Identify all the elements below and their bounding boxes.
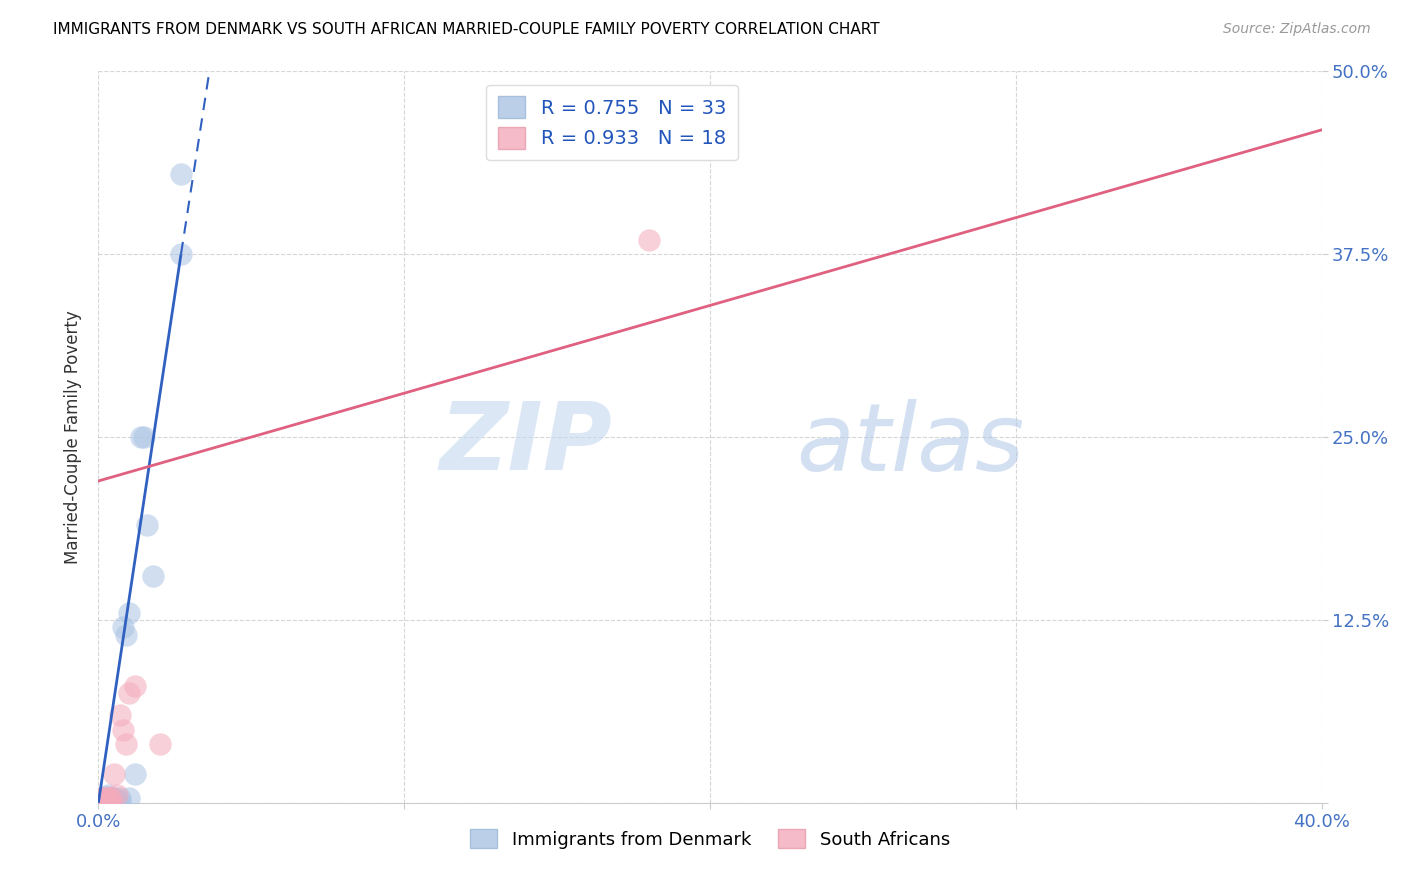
Point bbox=[118, 606, 141, 620]
Point bbox=[108, 794, 131, 808]
Point bbox=[105, 793, 128, 807]
Point bbox=[170, 167, 193, 181]
Point bbox=[103, 793, 125, 807]
Point bbox=[136, 517, 159, 532]
Point bbox=[89, 794, 111, 808]
Point bbox=[134, 430, 156, 444]
Point bbox=[115, 737, 138, 751]
Point bbox=[103, 766, 125, 780]
Point bbox=[149, 737, 172, 751]
Text: IMMIGRANTS FROM DENMARK VS SOUTH AFRICAN MARRIED-COUPLE FAMILY POVERTY CORRELATI: IMMIGRANTS FROM DENMARK VS SOUTH AFRICAN… bbox=[53, 22, 880, 37]
Point bbox=[100, 791, 122, 805]
Point bbox=[89, 794, 111, 808]
Text: ZIP: ZIP bbox=[439, 399, 612, 491]
Point bbox=[91, 793, 114, 807]
Point bbox=[118, 791, 141, 805]
Point bbox=[103, 791, 125, 805]
Point bbox=[124, 679, 146, 693]
Point bbox=[115, 627, 138, 641]
Point bbox=[105, 794, 128, 808]
Point bbox=[97, 789, 120, 803]
Point bbox=[100, 794, 122, 808]
Point bbox=[93, 794, 115, 808]
Point bbox=[97, 789, 120, 804]
Point bbox=[97, 793, 120, 807]
Point bbox=[103, 794, 125, 808]
Point bbox=[93, 793, 115, 807]
Point bbox=[108, 708, 131, 723]
Point bbox=[93, 791, 115, 805]
Point bbox=[90, 791, 112, 805]
Point bbox=[90, 794, 112, 808]
Point bbox=[637, 233, 661, 247]
Point bbox=[118, 686, 141, 700]
Point bbox=[111, 723, 134, 737]
Point bbox=[97, 793, 120, 807]
Point bbox=[100, 794, 122, 808]
Point bbox=[129, 430, 152, 444]
Point bbox=[90, 793, 112, 807]
Point bbox=[124, 766, 146, 780]
Point bbox=[142, 569, 165, 583]
Point bbox=[97, 794, 120, 808]
Point bbox=[90, 793, 112, 807]
Text: Source: ZipAtlas.com: Source: ZipAtlas.com bbox=[1223, 22, 1371, 37]
Point bbox=[97, 791, 120, 805]
Point bbox=[90, 791, 112, 805]
Point bbox=[93, 789, 115, 804]
Text: atlas: atlas bbox=[796, 399, 1024, 490]
Legend: Immigrants from Denmark, South Africans: Immigrants from Denmark, South Africans bbox=[463, 822, 957, 856]
Point bbox=[111, 620, 134, 634]
Y-axis label: Married-Couple Family Poverty: Married-Couple Family Poverty bbox=[63, 310, 82, 564]
Point bbox=[108, 791, 131, 805]
Point bbox=[100, 791, 122, 805]
Point bbox=[105, 789, 128, 803]
Point bbox=[93, 794, 115, 808]
Point bbox=[170, 247, 193, 261]
Point bbox=[100, 793, 122, 807]
